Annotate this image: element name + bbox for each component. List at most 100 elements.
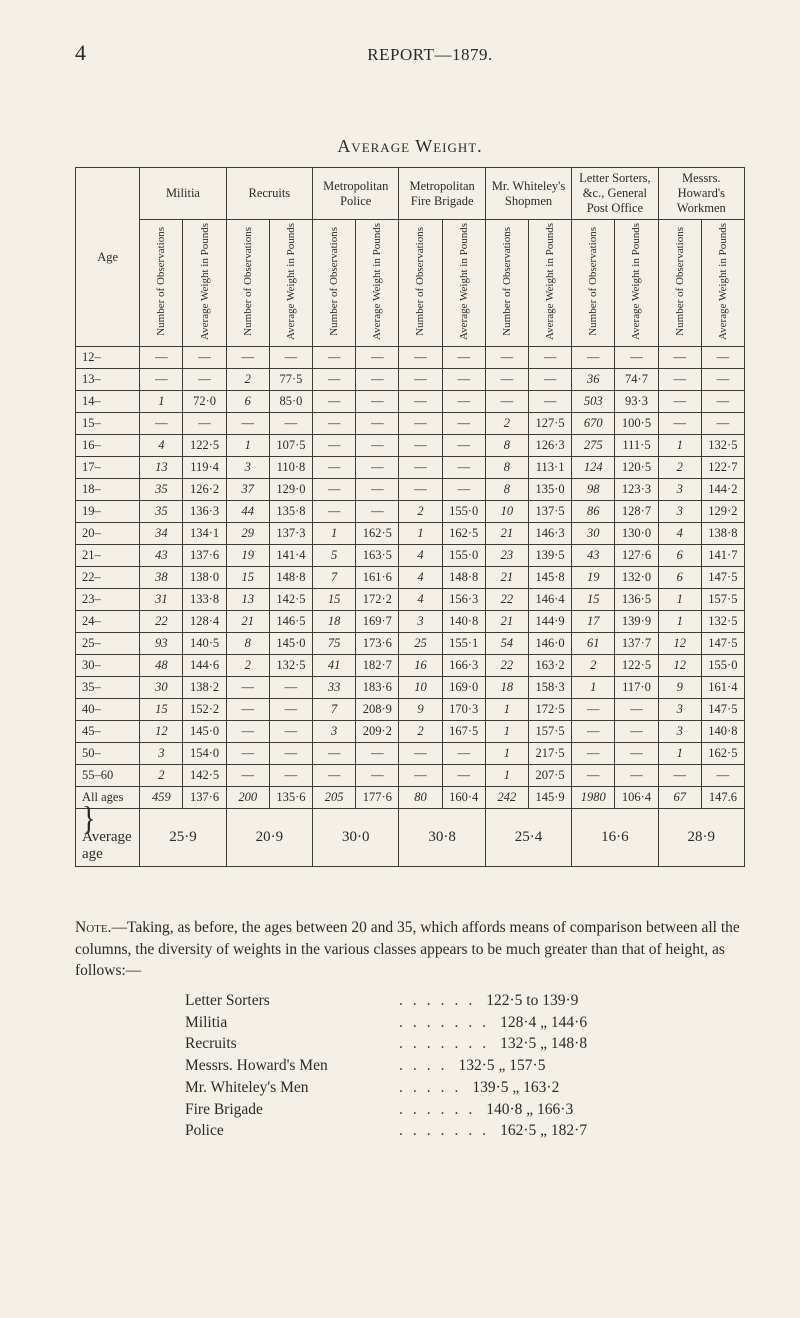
obs-cell: 61: [572, 633, 615, 655]
obs-cell: 21: [485, 523, 528, 545]
obs-cell: 98: [572, 479, 615, 501]
weight-cell: 169·0: [442, 677, 485, 699]
weight-cell: 135·8: [269, 501, 312, 523]
obs-cell: 54: [485, 633, 528, 655]
weight-cell: 128·4: [183, 611, 226, 633]
table-row: 45–12145·0——3209·22167·51157·5——3140·8: [76, 721, 745, 743]
weight-cell: 173·6: [356, 633, 399, 655]
weight-cell: —: [442, 347, 485, 369]
weight-cell: 141·4: [269, 545, 312, 567]
table-body: 12–——————————————13–——277·5——————3674·7—…: [76, 347, 745, 787]
obs-cell: —: [226, 721, 269, 743]
weight-cell: 145·8: [529, 567, 572, 589]
list-item: Recruits.......132·5 „ 148·8: [185, 1033, 745, 1055]
weight-cell: 160·4: [442, 787, 485, 809]
weight-cell: 122·5: [183, 435, 226, 457]
weight-cell: 136·3: [183, 501, 226, 523]
weight-cell: 138·0: [183, 567, 226, 589]
col-avg-weight: Average Weight in Pounds: [442, 220, 485, 347]
obs-cell: 12: [140, 721, 183, 743]
obs-cell: 3: [658, 479, 701, 501]
obs-cell: 75: [313, 633, 356, 655]
weight-cell: 122·5: [615, 655, 658, 677]
obs-cell: —: [485, 391, 528, 413]
weight-cell: 117·0: [615, 677, 658, 699]
weight-cell: 106·4: [615, 787, 658, 809]
obs-cell: 1: [485, 743, 528, 765]
obs-cell: 22: [485, 589, 528, 611]
obs-cell: —: [313, 479, 356, 501]
obs-cell: 1980: [572, 787, 615, 809]
obs-cell: 18: [313, 611, 356, 633]
note-paragraph: Note.—Taking, as before, the ages betwee…: [75, 917, 745, 982]
list-item: Police.......162·5 „ 182·7: [185, 1120, 745, 1142]
obs-cell: —: [313, 391, 356, 413]
col-group: Metropoli­tan Fire Brigade: [399, 168, 485, 220]
list-item-name: Fire Brigade: [185, 1099, 395, 1121]
col-avg-weight: Average Weight in Pounds: [183, 220, 226, 347]
weight-cell: 146·3: [529, 523, 572, 545]
range-list: Letter Sorters......122·5 to 139·9Militi…: [185, 990, 745, 1142]
weight-cell: 138·2: [183, 677, 226, 699]
list-item-dots: ......: [395, 1099, 486, 1121]
weight-cell: 107·5: [269, 435, 312, 457]
average-cell: 30·8: [399, 809, 485, 867]
weight-cell: 145·9: [529, 787, 572, 809]
obs-cell: 8: [485, 435, 528, 457]
weight-cell: 172·2: [356, 589, 399, 611]
obs-cell: 1: [140, 391, 183, 413]
weight-cell: 163·2: [529, 655, 572, 677]
weight-cell: 132·0: [615, 567, 658, 589]
weight-cell: 129·0: [269, 479, 312, 501]
col-avg-weight: Average Weight in Pounds: [529, 220, 572, 347]
list-item-dots: .......: [395, 1012, 500, 1034]
table-row: 35–30138·2——33183·610169·018158·31117·09…: [76, 677, 745, 699]
weight-cell: —: [442, 479, 485, 501]
obs-cell: 15: [226, 567, 269, 589]
weight-cell: 146·4: [529, 589, 572, 611]
list-item-dots: ....: [395, 1055, 459, 1077]
age-cell: 35–: [76, 677, 140, 699]
age-cell: 20–: [76, 523, 140, 545]
obs-cell: —: [226, 765, 269, 787]
col-number-obs: Number of Observations: [140, 220, 183, 347]
col-number-obs: Number of Observations: [485, 220, 528, 347]
weight-table: Age Militia Recruits Metropoli­tan Polic…: [75, 167, 745, 867]
col-group: Letter Sorters, &c., General Post Office: [572, 168, 658, 220]
obs-cell: 2: [485, 413, 528, 435]
obs-cell: 30: [140, 677, 183, 699]
obs-cell: —: [226, 413, 269, 435]
table-row: 50–3154·0——————1217·5——1162·5: [76, 743, 745, 765]
table-row: 16–4122·51107·5————8126·3275111·51132·5: [76, 435, 745, 457]
table-row: 17–13119·43110·8————8113·1124120·52122·7: [76, 457, 745, 479]
list-item-name: Messrs. Howard's Men: [185, 1055, 395, 1077]
weight-cell: —: [356, 391, 399, 413]
obs-cell: 1: [658, 611, 701, 633]
weight-cell: 147·5: [701, 633, 744, 655]
weight-cell: 119·4: [183, 457, 226, 479]
obs-cell: 3: [658, 699, 701, 721]
weight-cell: 127·5: [529, 413, 572, 435]
obs-cell: 4: [140, 435, 183, 457]
obs-cell: —: [399, 435, 442, 457]
obs-cell: 6: [658, 545, 701, 567]
obs-cell: 670: [572, 413, 615, 435]
report-page: 4 REPORT—1879. Average Weight. Age Milit…: [0, 0, 800, 1318]
obs-cell: 44: [226, 501, 269, 523]
weight-cell: 123·3: [615, 479, 658, 501]
weight-cell: —: [615, 765, 658, 787]
weight-cell: —: [701, 391, 744, 413]
list-item-value: 122·5 to 139·9: [486, 990, 578, 1012]
age-cell: 40–: [76, 699, 140, 721]
list-item-name: Militia: [185, 1012, 395, 1034]
obs-cell: 1: [658, 589, 701, 611]
obs-cell: —: [399, 765, 442, 787]
weight-cell: 127·6: [615, 545, 658, 567]
col-group: Recruits: [226, 168, 312, 220]
obs-cell: 12: [658, 633, 701, 655]
list-item-value: 128·4 „ 144·6: [500, 1012, 587, 1034]
obs-cell: 5: [313, 545, 356, 567]
weight-cell: —: [529, 369, 572, 391]
age-cell: 55–60: [76, 765, 140, 787]
age-cell: 19–: [76, 501, 140, 523]
